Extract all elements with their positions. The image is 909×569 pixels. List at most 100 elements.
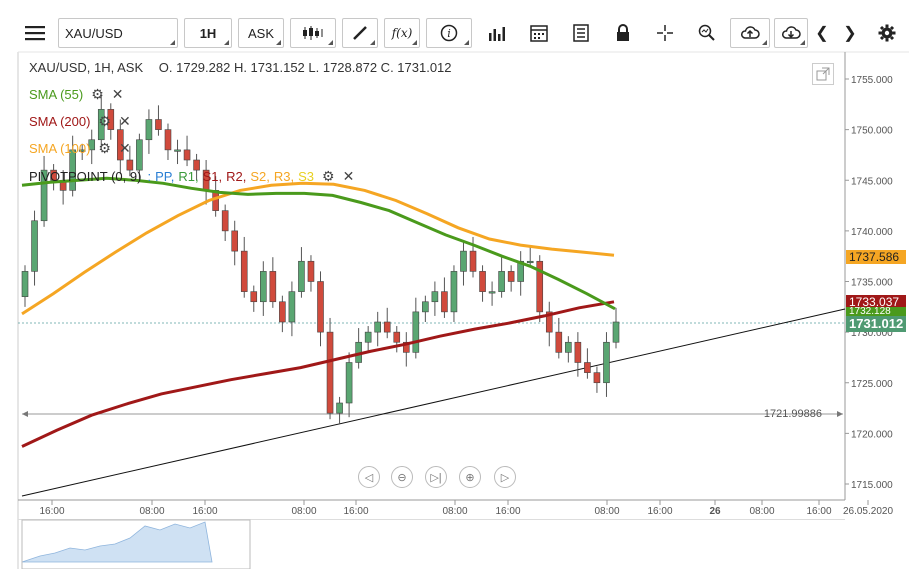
candle-body <box>402 341 410 353</box>
pivot-pp: PP, <box>155 169 175 184</box>
price-tag-last: 1731.012 <box>846 316 906 332</box>
candle-body <box>431 291 439 303</box>
timeframe-selector[interactable]: 1H <box>184 18 232 48</box>
indicator-pivot[interactable]: PIVOTPOINT (0, 9) : PP, R1, S1, R2, S2, … <box>29 168 354 185</box>
indicator-sma200[interactable]: SMA (200) ⚙ ✕ <box>29 113 131 130</box>
close-icon[interactable]: ✕ <box>118 140 131 156</box>
zoom-out-button[interactable]: ⊖ <box>391 466 413 488</box>
chart-type-button[interactable] <box>290 18 336 48</box>
indicator-sma100-label: SMA (100) <box>29 141 91 156</box>
ohlc-legend: XAU/USD, 1H, ASK O. 1729.282 H. 1731.152… <box>29 60 452 75</box>
crosshair-button[interactable] <box>648 18 682 48</box>
gear-icon[interactable]: ⚙ <box>98 140 111 156</box>
time-tick-label: 08:00 <box>291 506 316 517</box>
expand-icon <box>816 67 830 81</box>
pivot-r3: R3, <box>273 169 295 184</box>
candle-body <box>469 250 477 272</box>
gear-icon[interactable]: ⚙ <box>322 168 335 184</box>
triangle-left-icon: ◁ <box>364 471 374 484</box>
candle-body <box>574 341 582 363</box>
lock-icon <box>617 24 629 41</box>
time-axis: 16:00 08:00 16:00 08:00 16:00 08:00 16:00 08:00… <box>39 500 893 517</box>
zoom-in-button[interactable]: ⊕ <box>459 466 481 488</box>
chevron-right-icon: ❯ <box>843 25 857 42</box>
time-tick-label: 08:00 <box>749 506 774 517</box>
pivot-label: PIVOTPOINT (0, 9) <box>29 169 142 184</box>
cloud-download-icon <box>782 26 801 39</box>
ohlc-symbol: XAU/USD, 1H, ASK <box>29 60 144 75</box>
pan-right-button[interactable]: ▷ <box>494 466 516 488</box>
candle-body <box>97 109 105 141</box>
magnifier-icon <box>698 24 715 41</box>
reset-view-button[interactable]: ▷| <box>425 466 447 488</box>
info-button[interactable]: i <box>426 18 472 48</box>
chevron-left-icon: ❮ <box>815 25 829 42</box>
close-icon[interactable]: ✕ <box>342 168 355 184</box>
calendar-button[interactable] <box>522 18 556 48</box>
candle-body <box>336 402 343 414</box>
candle-body <box>174 149 181 152</box>
settings-button[interactable] <box>872 18 902 48</box>
zoom-out-icon: ⊖ <box>397 471 407 484</box>
lock-button[interactable] <box>606 18 640 48</box>
scroll-left-button[interactable]: ❮ <box>810 18 834 48</box>
pivot-s1: S1, <box>202 169 223 184</box>
menu-button[interactable] <box>18 18 52 48</box>
candle-body <box>50 169 57 181</box>
price-tag-sma100: 1737.586 <box>846 250 906 264</box>
pivot-s2: S2, <box>250 169 270 184</box>
hline-left-arrow <box>22 411 28 417</box>
close-icon[interactable]: ✕ <box>111 86 124 102</box>
symbol-label: XAU/USD <box>65 25 123 41</box>
time-tick-label: 16:00 <box>192 506 217 517</box>
price-tick-label: 1715.000 <box>851 480 893 491</box>
ohlc-values: O. 1729.282 H. 1731.152 L. 1728.872 C. 1… <box>158 60 452 75</box>
symbol-selector[interactable]: XAU/USD <box>58 18 178 48</box>
indicator-sma100[interactable]: SMA (100) ⚙ ✕ <box>29 140 131 157</box>
candle-body <box>250 291 258 303</box>
document-icon <box>573 24 589 42</box>
download-button[interactable] <box>774 18 808 48</box>
navigator-window[interactable] <box>21 519 251 569</box>
upload-button[interactable] <box>730 18 770 48</box>
scroll-right-button[interactable]: ❯ <box>838 18 862 48</box>
time-tick-label: 08:00 <box>442 506 467 517</box>
zoom-button[interactable] <box>690 18 724 48</box>
candle-body <box>326 331 334 414</box>
candle-body <box>374 321 381 333</box>
volume-button[interactable] <box>480 18 514 48</box>
info-icon: i <box>440 24 458 42</box>
indicators-button[interactable]: f(x) <box>384 18 420 48</box>
gear-icon[interactable]: ⚙ <box>98 113 111 129</box>
candle-body <box>479 271 486 292</box>
sma-100-line <box>21 181 615 316</box>
gear-icon <box>878 24 896 42</box>
news-button[interactable] <box>564 18 598 48</box>
candlesticks <box>21 95 620 424</box>
candle-body <box>498 271 505 292</box>
pan-left-button[interactable]: ◁ <box>358 466 380 488</box>
candle-body <box>507 271 515 282</box>
close-icon[interactable]: ✕ <box>118 113 131 129</box>
candle-body <box>298 260 305 292</box>
sma-200-line <box>21 300 615 448</box>
indicator-sma55[interactable]: SMA (55) ⚙ ✕ <box>29 86 123 103</box>
candle-body <box>21 271 29 297</box>
gear-icon[interactable]: ⚙ <box>91 86 104 102</box>
price-tick-label: 1745.000 <box>851 176 893 187</box>
bar-chart-icon <box>489 27 505 41</box>
expand-chart-button[interactable] <box>812 63 834 85</box>
time-tick-label: 16:00 <box>343 506 368 517</box>
cloud-upload-icon <box>741 26 760 39</box>
time-tick-label: 08:00 <box>139 506 164 517</box>
candle-body <box>536 260 544 313</box>
candle-body <box>412 311 420 353</box>
trendline[interactable] <box>21 308 846 497</box>
price-type-selector[interactable]: ASK <box>238 18 284 48</box>
time-tick-label: 26 <box>709 506 721 517</box>
drawing-tools-button[interactable] <box>342 18 378 48</box>
time-tick-label: 16:00 <box>806 506 831 517</box>
price-type-label: ASK <box>247 25 274 41</box>
candle-body <box>126 159 134 171</box>
